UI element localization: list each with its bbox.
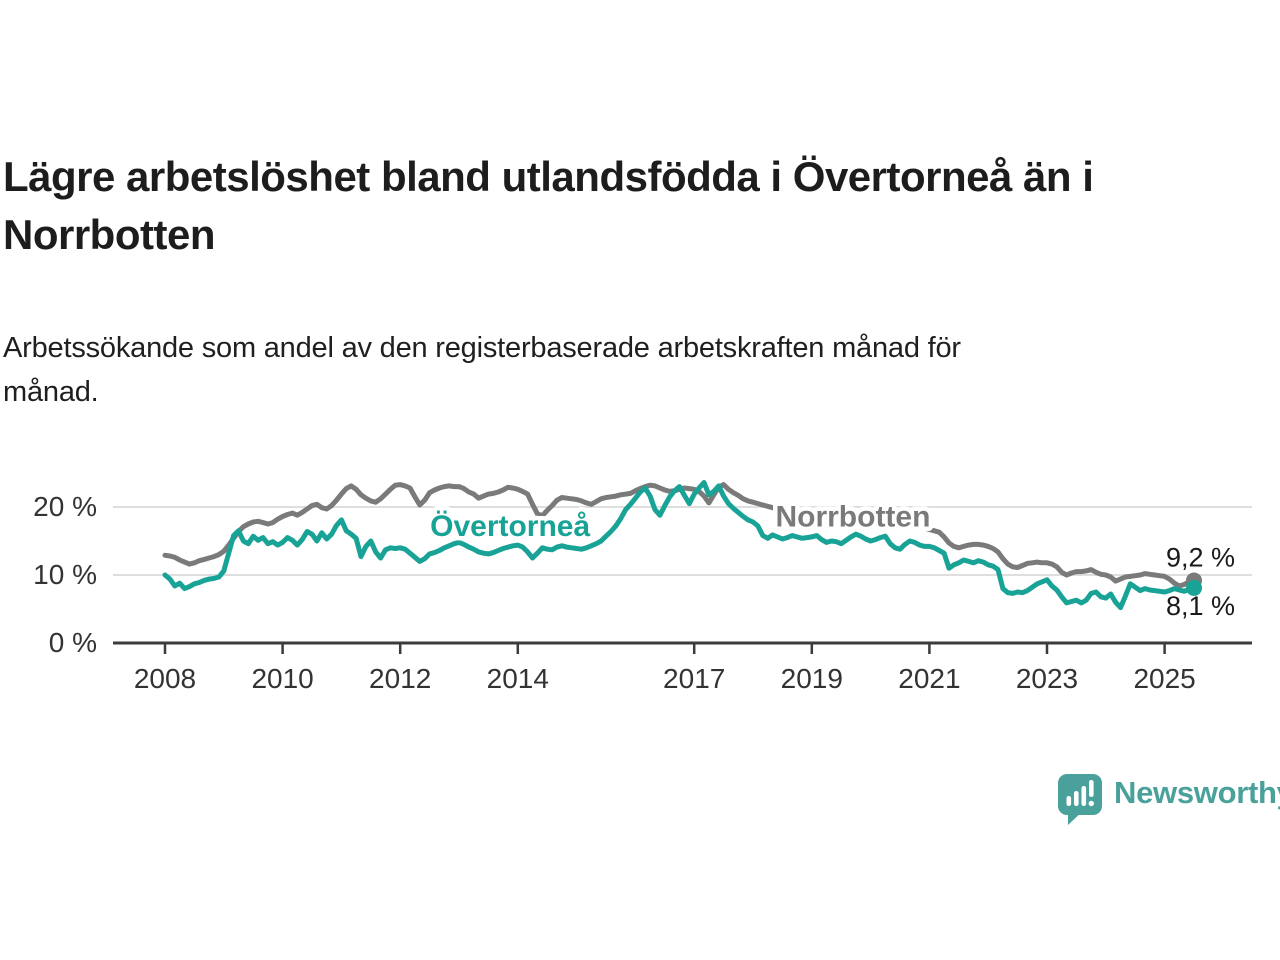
overtornea-line [162, 480, 1197, 611]
overtornea-series-label: Övertorneå [430, 510, 590, 543]
y-tick-label-0: 0 % [49, 627, 97, 658]
x-tick-label-2023: 2023 [1016, 663, 1078, 694]
x-tick-label-2010: 2010 [251, 663, 313, 694]
overtornea-end-dot [1186, 579, 1202, 596]
x-tick-label-2021: 2021 [898, 663, 960, 694]
chart-area: Norrbotten Övertorneå 9,2 % 8,1 % 2008 2010 20… [0, 450, 1280, 700]
page-subtitle-line-1: Arbetssökande som andel av den registerb… [3, 332, 961, 364]
page-title-line-2: Norrbotten [3, 211, 215, 258]
newsworthy-logo: Newsworthy [1056, 772, 1280, 828]
page-subtitle: Arbetssökande som andel av den registerb… [3, 326, 1277, 414]
x-tick-label-2017: 2017 [663, 663, 725, 694]
unemployment-line-chart: Norrbotten Övertorneå 9,2 % 8,1 % 2008 2010 20… [33, 480, 1252, 694]
newsworthy-wordmark: Newsworthy [1114, 775, 1280, 810]
x-tick-label-2014: 2014 [487, 663, 549, 694]
x-tick-label-2008: 2008 [134, 663, 196, 694]
x-tick-label-2012: 2012 [369, 663, 431, 694]
y-tick-label-20: 20 % [33, 491, 97, 522]
page-title: Lägre arbetslöshet bland utlandsfödda i … [3, 148, 1277, 264]
page-title-line-1: Lägre arbetslöshet bland utlandsfödda i … [3, 153, 1094, 200]
page-subtitle-line-2: månad. [3, 376, 99, 408]
x-tick-label-2019: 2019 [781, 663, 843, 694]
x-tick-label-2025: 2025 [1133, 663, 1195, 694]
norrbotten-end-value-label: 9,2 % [1166, 542, 1235, 572]
newsworthy-logo-icon [1058, 774, 1102, 825]
y-tick-label-10: 10 % [33, 559, 97, 590]
overtornea-end-value-label: 8,1 % [1166, 591, 1235, 621]
norrbotten-series-label: Norrbotten [775, 501, 930, 534]
